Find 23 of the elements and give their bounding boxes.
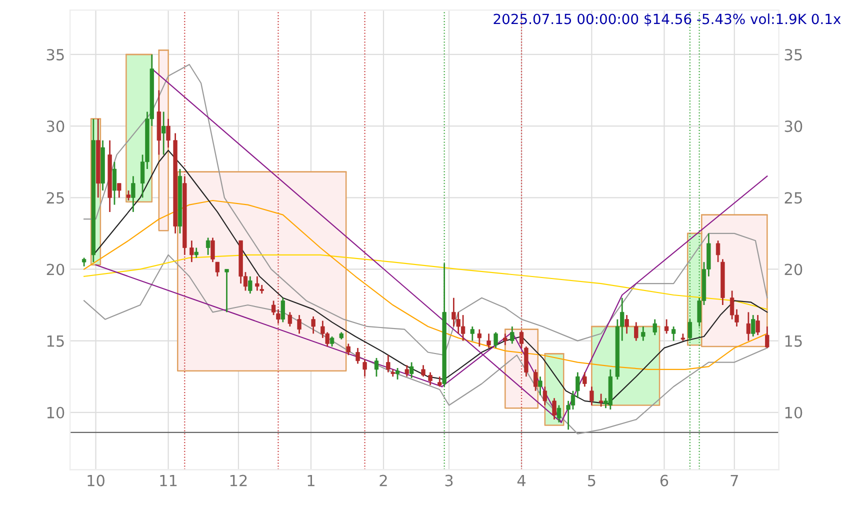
y2-tick-label: 15 xyxy=(785,335,802,347)
y-tick-label: 25 xyxy=(46,192,64,204)
y-tick-label: 10 xyxy=(47,406,64,418)
y2-tick-label: 25 xyxy=(784,192,802,204)
x-tick-label: 7 xyxy=(730,474,738,486)
y2-tick-label: 30 xyxy=(784,120,802,132)
x-tick-label: 5 xyxy=(588,474,596,486)
x-tick-label: 11 xyxy=(160,474,177,486)
y-tick-label: 20 xyxy=(46,264,64,276)
chart-title: 2025.07.15 00:00:00 $14.56 -5.43% vol:1.9K 0.1x xyxy=(494,13,841,26)
x-tick-label: 2 xyxy=(380,474,387,486)
x-tick-label: 12 xyxy=(230,474,247,486)
y2-tick-label: 20 xyxy=(784,264,802,276)
x-tick-label: 4 xyxy=(517,474,526,486)
x-tick-label: 10 xyxy=(88,474,104,486)
y-tick-label: 15 xyxy=(47,335,64,347)
x-tick-label: 3 xyxy=(445,474,453,486)
x-tick-label: 6 xyxy=(660,474,668,486)
y2-tick-label: 35 xyxy=(784,48,802,60)
y2-tick-label: 10 xyxy=(785,406,802,418)
x-tick-label: 1 xyxy=(308,474,314,486)
y-tick-label: 35 xyxy=(46,48,64,60)
y-tick-label: 30 xyxy=(46,120,64,132)
